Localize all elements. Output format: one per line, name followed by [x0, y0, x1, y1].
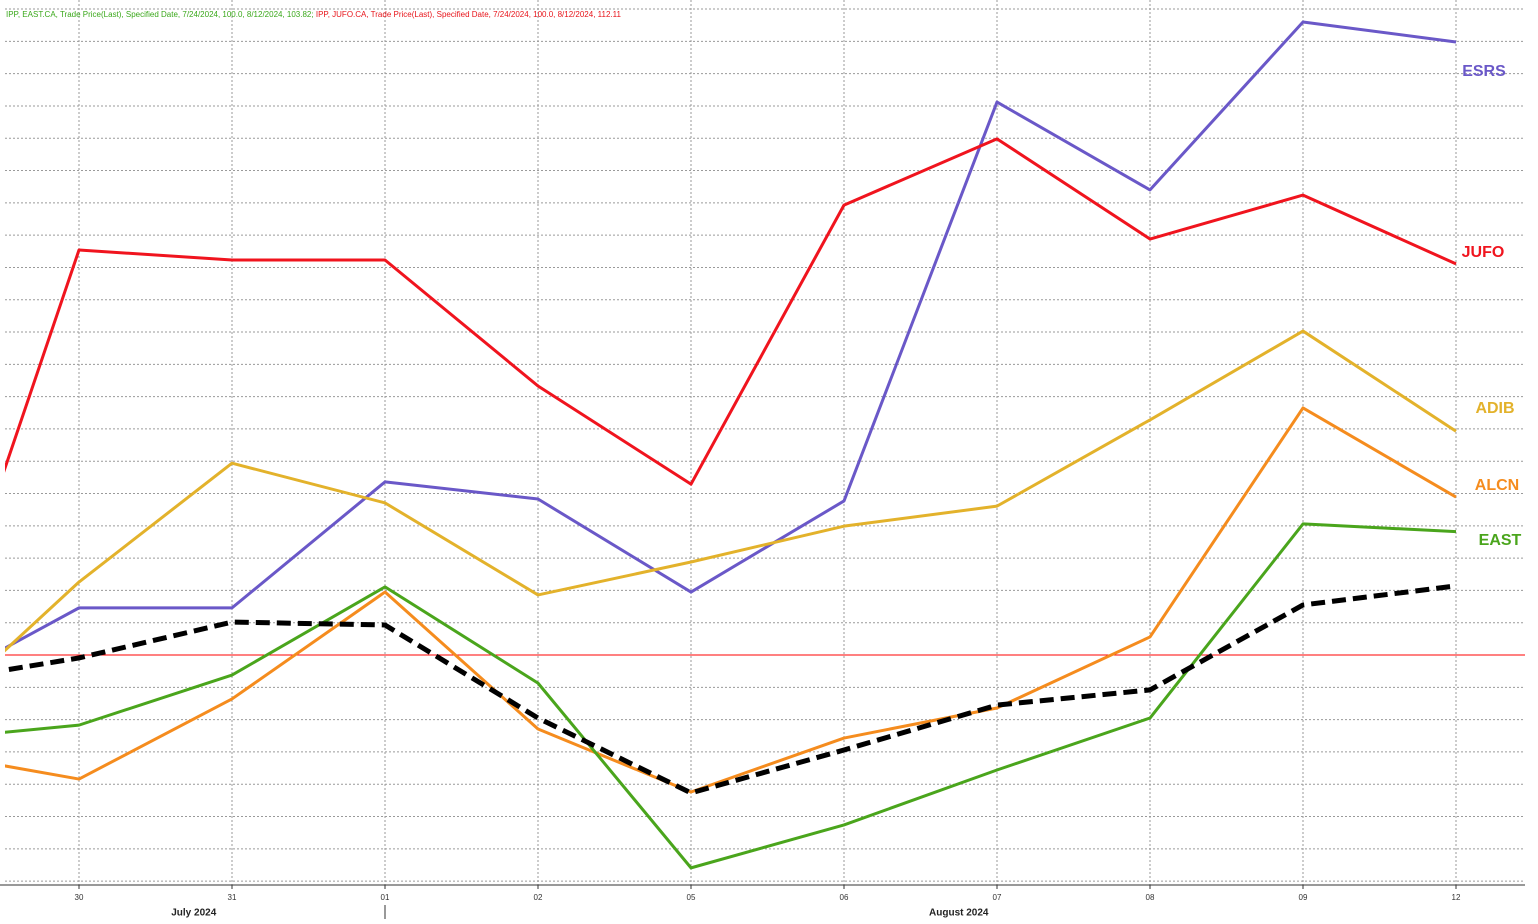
- x-tick-label: 07: [993, 893, 1002, 902]
- month-label: August 2024: [929, 908, 989, 919]
- series-line: [5, 522, 1457, 870]
- series-line: [5, 137, 1457, 486]
- month-label: July 2024: [171, 908, 216, 919]
- series-label: ALCN: [1475, 477, 1519, 494]
- series-line: [5, 20, 1457, 650]
- header: IPP, EAST.CA, Trade Price(Last), Specifi…: [6, 10, 621, 19]
- x-tick-label: 01: [381, 893, 390, 902]
- x-tick-label: 30: [75, 893, 84, 902]
- plot-area: [5, 20, 1525, 870]
- x-tick-label: 02: [534, 893, 543, 902]
- x-tick-label: 05: [687, 893, 696, 902]
- series-label: ADIB: [1475, 400, 1514, 417]
- series-label: EAST: [1479, 532, 1522, 549]
- series-label: ESRS: [1462, 63, 1506, 80]
- header-part: IPP, EAST.CA, Trade Price(Last), Specifi…: [6, 10, 314, 19]
- series-label: JUFO: [1462, 244, 1505, 261]
- x-tick-label: 12: [1452, 893, 1461, 902]
- header-part: IPP, JUFO.CA, Trade Price(Last), Specifi…: [316, 10, 622, 19]
- x-tick-label: 09: [1299, 893, 1308, 902]
- x-tick-label: 06: [840, 893, 849, 902]
- grid: [5, 0, 1525, 885]
- x-tick-label: 31: [228, 893, 237, 902]
- x-tick-label: 08: [1146, 893, 1155, 902]
- x-axis: 30 31 01 02 05 06 07 08 09 12 July 2024 August 2024: [0, 884, 1525, 919]
- series-line: [5, 406, 1457, 794]
- series-line: [5, 329, 1457, 653]
- series-line: [5, 583, 1457, 796]
